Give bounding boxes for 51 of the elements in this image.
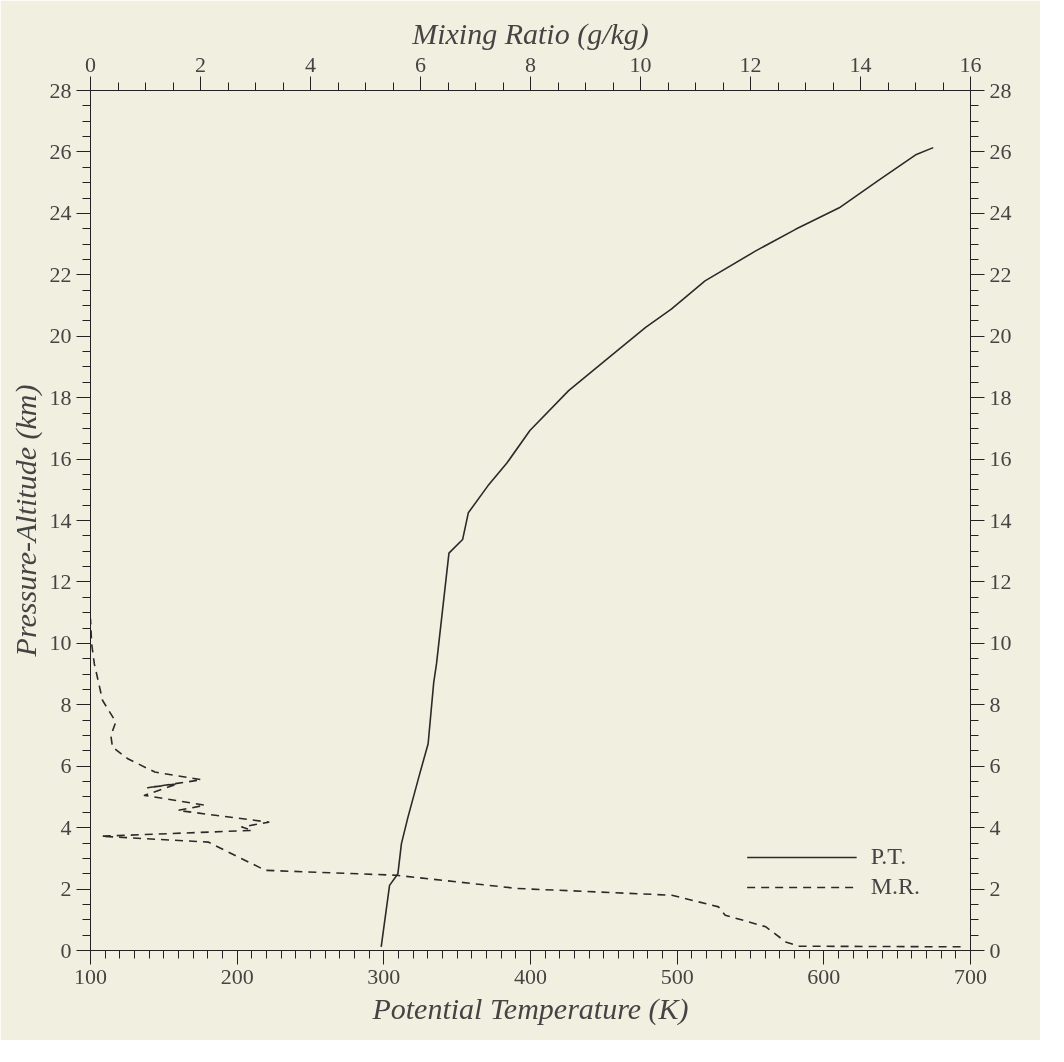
- y-tick-label: 20: [49, 323, 72, 349]
- x2-axis-title: Mixing Ratio (g/kg): [411, 16, 649, 51]
- y2-tick-label: 26: [989, 138, 1012, 164]
- y-tick-label: 26: [49, 138, 72, 164]
- x-tick-label: 600: [807, 963, 841, 989]
- y2-tick-label: 14: [989, 507, 1012, 533]
- y-tick-label: 16: [49, 446, 72, 472]
- y-tick-label: 10: [49, 630, 72, 656]
- y-tick-label: 18: [49, 384, 72, 410]
- y-tick-label: 12: [49, 568, 72, 594]
- y2-tick-label: 18: [989, 384, 1012, 410]
- y2-tick-label: 28: [989, 77, 1012, 103]
- y2-tick-label: 16: [989, 446, 1012, 472]
- x-tick-label: 200: [220, 963, 254, 989]
- y2-tick-label: 10: [989, 630, 1012, 656]
- y-tick-label: 8: [60, 691, 72, 717]
- y2-tick-label: 24: [989, 200, 1012, 226]
- y2-tick-label: 6: [989, 753, 1001, 779]
- legend-label: M.R.: [870, 873, 920, 900]
- y-tick-label: 2: [60, 876, 72, 902]
- y-tick-label: 4: [60, 814, 72, 840]
- y-tick-label: 24: [49, 200, 72, 226]
- y2-tick-label: 12: [989, 568, 1012, 594]
- x2-tick-label: 14: [849, 51, 872, 77]
- x-tick-label: 500: [660, 963, 694, 989]
- y-tick-label: 28: [49, 77, 72, 103]
- x2-tick-label: 16: [959, 51, 982, 77]
- x2-tick-label: 12: [739, 51, 762, 77]
- y2-tick-label: 0: [989, 937, 1001, 963]
- y-axis-title: Pressure-Altitude (km): [8, 384, 43, 658]
- x2-tick-label: 6: [415, 51, 426, 77]
- x-tick-label: 700: [954, 963, 987, 989]
- y2-tick-label: 20: [989, 323, 1012, 349]
- x2-tick-label: 10: [629, 51, 652, 77]
- y-tick-label: 14: [49, 507, 72, 533]
- x-axis-title: Potential Temperature (K): [371, 991, 689, 1026]
- x2-tick-label: 4: [305, 51, 316, 77]
- y2-tick-label: 22: [989, 261, 1012, 287]
- legend-label: P.T.: [870, 843, 907, 870]
- y2-tick-label: 2: [989, 876, 1001, 902]
- y-tick-label: 0: [60, 937, 72, 963]
- x2-tick-label: 2: [195, 51, 206, 77]
- y2-tick-label: 4: [989, 814, 1001, 840]
- y-tick-label: 6: [60, 753, 72, 779]
- x-tick-label: 300: [367, 963, 401, 989]
- y2-tick-label: 8: [989, 691, 1001, 717]
- y-tick-label: 22: [49, 261, 72, 287]
- x-tick-label: 100: [74, 963, 107, 989]
- x2-tick-label: 0: [85, 51, 96, 77]
- x-tick-label: 400: [514, 963, 547, 989]
- x2-tick-label: 8: [525, 51, 536, 77]
